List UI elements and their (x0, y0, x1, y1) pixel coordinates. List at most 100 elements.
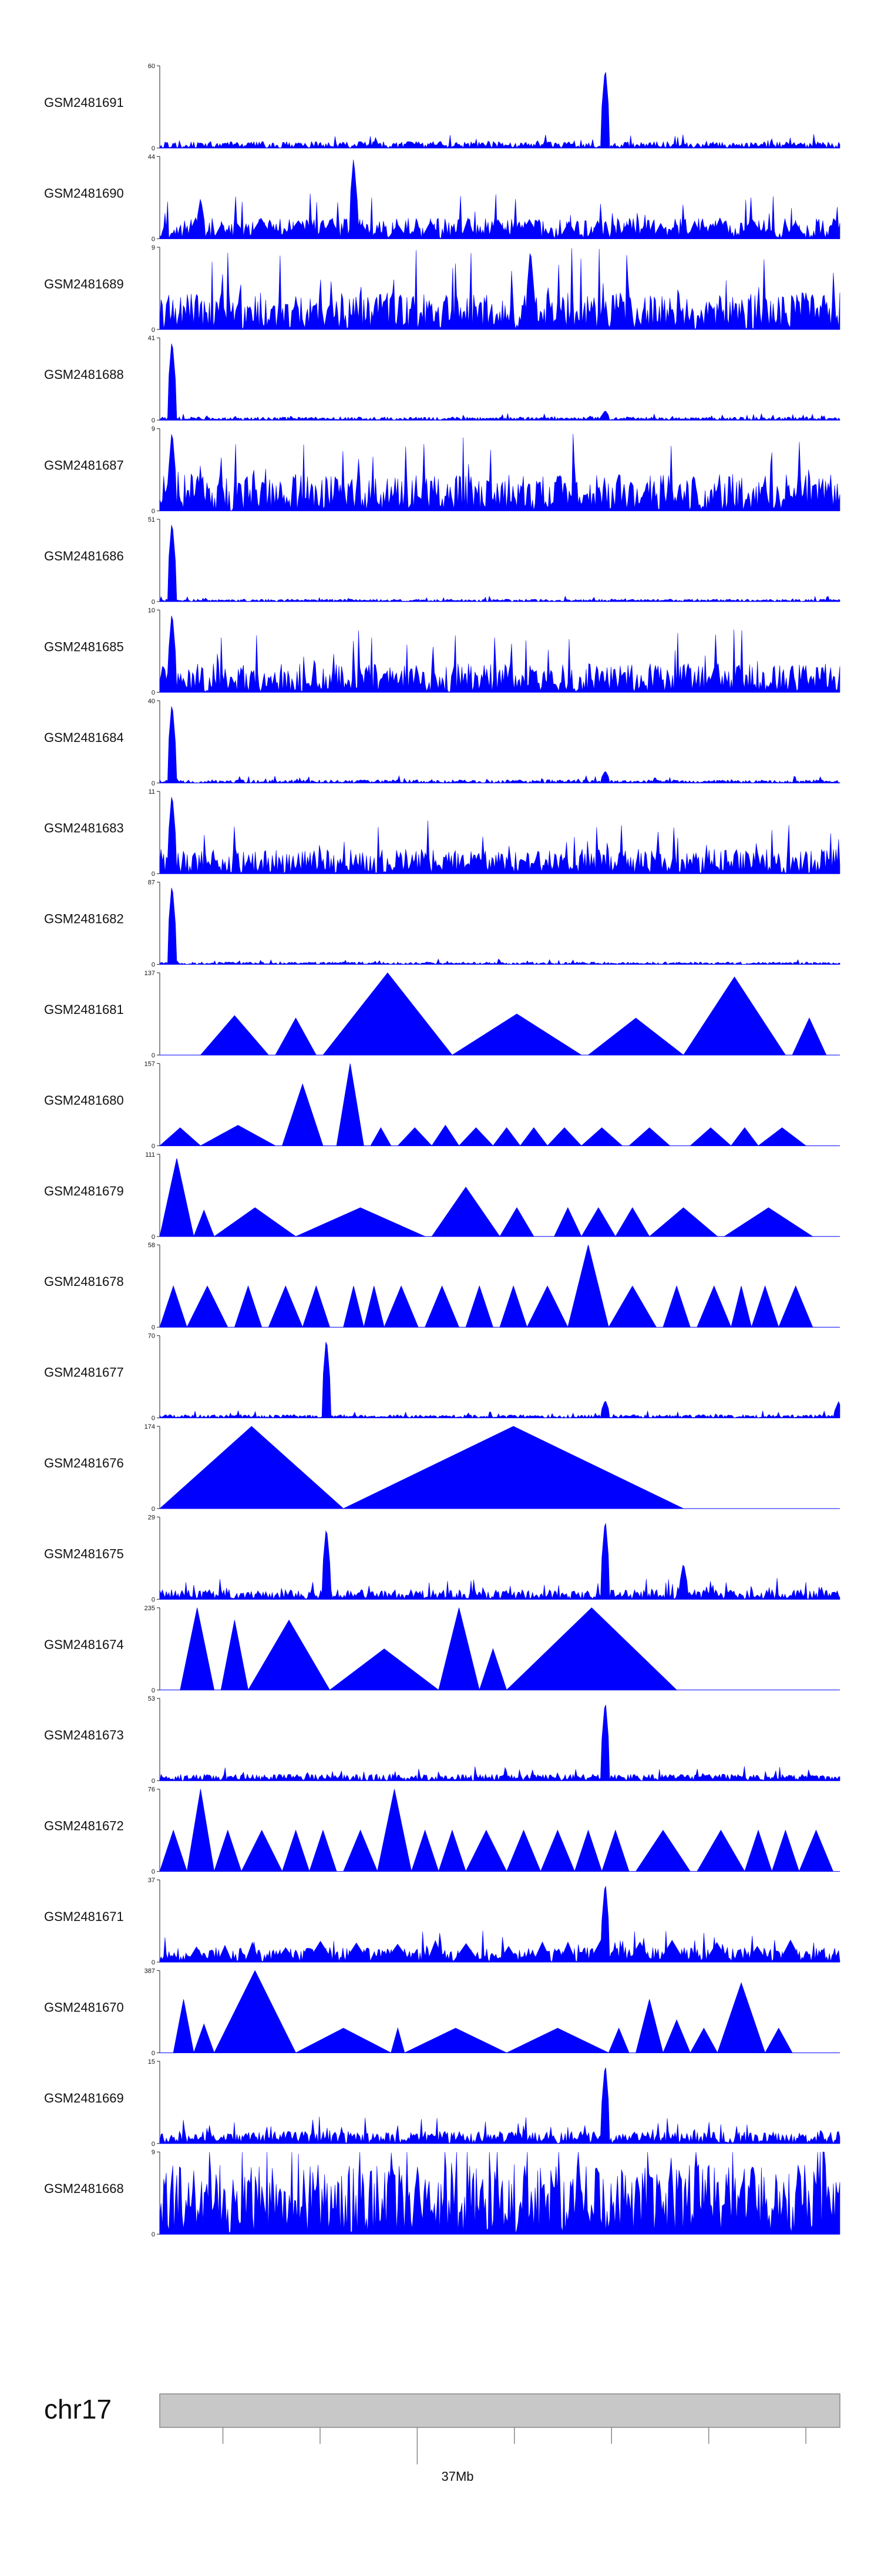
track-GSM2481688: GSM2481688 41 0 (44, 335, 840, 424)
y-axis-min-label: 0 (152, 508, 155, 515)
y-axis-min-label: 0 (152, 871, 155, 878)
signal-triangle (744, 1829, 772, 1872)
y-axis-min-label: 0 (152, 1596, 155, 1603)
y-axis-min-label: 0 (152, 1506, 155, 1513)
signal-triangle (329, 1648, 439, 1691)
signal-triangle (281, 1083, 324, 1146)
signal-triangle (234, 1285, 263, 1328)
signal-triangle (320, 221, 340, 239)
track-label: GSM2481674 (44, 1637, 124, 1652)
signal-triangle (608, 2027, 630, 2053)
track-label: GSM2481689 (44, 277, 124, 291)
track-label: GSM2481688 (44, 367, 124, 382)
signal-triangle (747, 1946, 768, 1962)
y-axis-min-label: 0 (152, 599, 155, 606)
signal-triangle (658, 1940, 685, 1962)
signal-triangle (284, 220, 312, 239)
y-axis-max-label: 44 (148, 153, 155, 160)
signal-coverage (159, 888, 840, 965)
y-axis-min-label: 0 (152, 145, 155, 152)
signal-coverage (159, 1342, 840, 1419)
y-axis-max-label: 51 (148, 516, 155, 523)
signal-triangle (798, 1829, 834, 1872)
y-axis-min-label: 0 (152, 417, 155, 424)
track-GSM2481681: GSM2481681 137 0 (44, 970, 840, 1059)
signal-triangle (792, 1017, 827, 1056)
signal-triangle (697, 1285, 732, 1328)
y-axis-max-label: 60 (148, 63, 155, 70)
signal-triangle (778, 1285, 813, 1328)
signal-triangle (499, 1207, 534, 1237)
y-axis-max-label: 58 (148, 1242, 155, 1249)
signal-triangle (492, 1127, 521, 1146)
signal-triangle (245, 1942, 260, 1962)
signal-triangle (779, 1939, 802, 1962)
track-label: GSM2481690 (44, 186, 124, 200)
signal-triangle (275, 1947, 297, 1962)
y-axis-max-label: 9 (152, 2149, 155, 2156)
signal-triangle (180, 1607, 215, 1691)
y-axis-max-label: 10 (148, 607, 155, 614)
track-label: GSM2481683 (44, 821, 124, 835)
signal-coverage (159, 248, 840, 330)
signal-triangle (465, 1285, 493, 1328)
y-axis-max-label: 29 (148, 1514, 155, 1521)
signal-triangle (343, 1426, 684, 1509)
track-label: GSM2481687 (44, 458, 124, 473)
signal-triangle (343, 1286, 364, 1328)
signal-triangle (385, 1943, 411, 1962)
y-axis-max-label: 41 (148, 335, 155, 342)
y-axis-min-label: 0 (152, 1143, 155, 1150)
track-GSM2481674: GSM2481674 235 0 (44, 1605, 840, 1694)
signal-triangle (307, 1940, 334, 1962)
signal-triangle (213, 223, 230, 239)
signal-triangle (438, 1607, 480, 1691)
y-axis-min-label: 0 (152, 327, 155, 334)
signal-triangle (173, 1999, 194, 2053)
signal-triangle (421, 220, 441, 239)
tracks-layer: GSM2481691600GSM2481690440GSM248168990GS… (44, 63, 840, 2238)
signal-triangle (506, 1607, 678, 1691)
track-label: GSM2481686 (44, 549, 124, 563)
signal-triangle (608, 1285, 657, 1328)
y-axis-min-label: 0 (152, 2231, 155, 2238)
y-axis-max-label: 174 (144, 1423, 155, 1430)
signal-coverage (159, 2067, 840, 2144)
track-label: GSM2481691 (44, 95, 124, 110)
y-axis-max-label: 9 (152, 244, 155, 251)
signal-triangle (352, 223, 371, 239)
signal-triangle (648, 1207, 718, 1237)
y-axis-min-label: 0 (152, 2050, 155, 2057)
signal-triangle (187, 217, 204, 239)
track-label: GSM2481685 (44, 639, 124, 654)
signal-triangle (200, 1124, 276, 1146)
y-axis-min-label: 0 (152, 689, 155, 696)
track-GSM2481670: GSM2481670 387 0 (44, 1967, 840, 2057)
signal-coverage (159, 72, 840, 149)
track-label: GSM2481671 (44, 1909, 124, 1924)
signal-triangle (322, 972, 453, 1056)
track-GSM2481691: GSM2481691 60 0 (44, 63, 840, 152)
signal-triangle (547, 1127, 582, 1146)
track-label: GSM2481681 (44, 1002, 124, 1017)
signal-triangle (336, 1063, 364, 1146)
signal-triangle (370, 1127, 392, 1146)
track-label: GSM2481672 (44, 1819, 124, 1833)
track-label: GSM2481673 (44, 1728, 124, 1742)
signal-triangle (519, 219, 540, 239)
signal-triangle (388, 224, 408, 239)
signal-triangle (751, 1285, 779, 1328)
signal-coverage (159, 616, 840, 693)
signal-triangle (281, 1829, 310, 1872)
signal-triangle (690, 1127, 732, 1146)
signal-triangle (498, 1946, 519, 1962)
x-axis-tick-label: 37Mb (441, 2469, 473, 2484)
y-axis-max-label: 15 (148, 2058, 155, 2065)
track-label: GSM2481669 (44, 2091, 124, 2105)
signal-triangle (452, 1943, 480, 1962)
signal-triangle (757, 1127, 807, 1146)
signal-triangle (506, 1829, 542, 1872)
y-axis-min-label: 0 (152, 236, 155, 243)
signal-triangle (213, 1970, 297, 2053)
track-GSM2481690: GSM2481690 44 0 (44, 153, 840, 243)
